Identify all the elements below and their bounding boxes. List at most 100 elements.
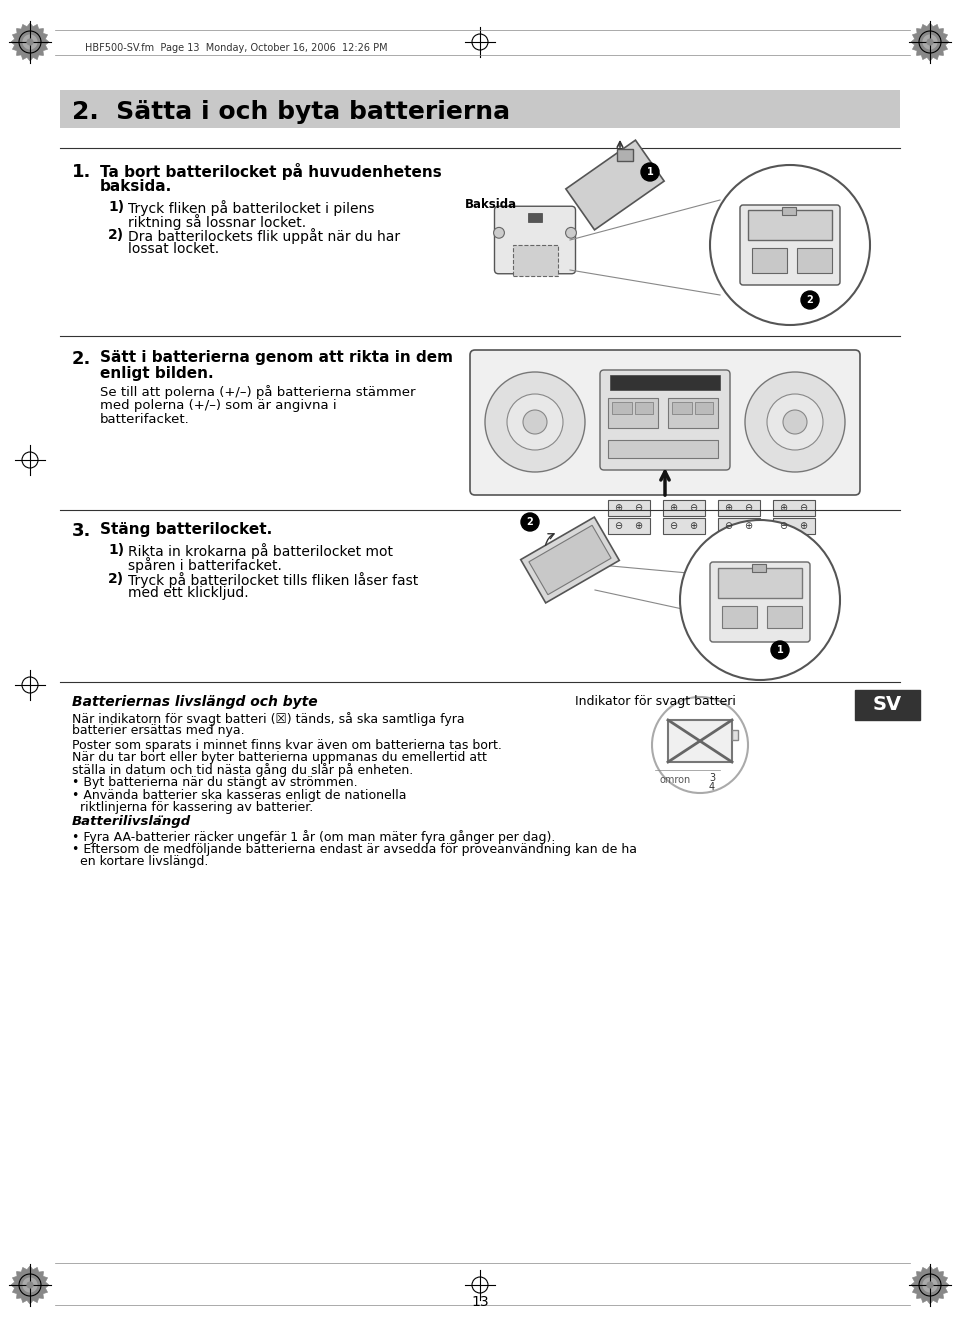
Bar [608, 398, 658, 429]
Text: ⊕: ⊕ [779, 503, 787, 513]
FancyBboxPatch shape [494, 206, 575, 274]
Circle shape [523, 410, 547, 434]
Text: ⊖: ⊖ [799, 503, 807, 513]
Bar [773, 519, 815, 534]
Text: ⊕: ⊕ [634, 521, 642, 531]
Text: 4: 4 [708, 782, 715, 792]
Circle shape [801, 291, 819, 310]
Circle shape [922, 1277, 938, 1293]
Polygon shape [911, 1266, 949, 1304]
Text: SV: SV [873, 696, 901, 714]
Text: 2: 2 [527, 517, 534, 527]
Text: 2.: 2. [72, 351, 91, 368]
Text: med polerna (+/–) som är angivna i: med polerna (+/–) som är angivna i [100, 400, 337, 411]
Circle shape [485, 372, 585, 472]
Text: 1): 1) [108, 200, 124, 214]
Text: Se till att polerna (+/–) på batterierna stämmer: Se till att polerna (+/–) på batterierna… [100, 385, 416, 400]
Circle shape [22, 34, 38, 50]
Text: spåren i batterifacket.: spåren i batterifacket. [128, 557, 282, 573]
Bar [718, 568, 802, 598]
Text: ⊖: ⊖ [634, 503, 642, 513]
FancyBboxPatch shape [470, 351, 860, 495]
Bar [635, 402, 653, 414]
Text: ⊖: ⊖ [744, 503, 752, 513]
Polygon shape [529, 525, 612, 595]
Text: ⊖: ⊖ [689, 503, 697, 513]
Circle shape [710, 165, 870, 325]
Text: Baksida: Baksida [465, 198, 517, 210]
Text: ⊕: ⊕ [724, 503, 732, 513]
FancyBboxPatch shape [710, 562, 810, 642]
Bar [668, 398, 718, 429]
Text: 2): 2) [108, 228, 124, 242]
Circle shape [565, 228, 576, 238]
Polygon shape [911, 22, 949, 61]
Text: 1: 1 [647, 167, 654, 177]
Circle shape [767, 394, 823, 450]
Circle shape [926, 1282, 933, 1289]
Text: 1: 1 [777, 646, 783, 655]
Circle shape [652, 697, 748, 792]
Text: riktning så lossnar locket.: riktning så lossnar locket. [128, 214, 306, 230]
Text: ⊕: ⊕ [669, 503, 677, 513]
Bar [608, 441, 718, 458]
Bar [608, 500, 650, 516]
Circle shape [507, 394, 563, 450]
Bar [767, 606, 802, 628]
Text: en kortare livslängd.: en kortare livslängd. [72, 855, 208, 868]
Bar [722, 606, 757, 628]
Text: 1): 1) [108, 542, 124, 557]
Text: • Fyra AA-batterier räcker ungefär 1 år (om man mäter fyra gånger per dag).: • Fyra AA-batterier räcker ungefär 1 år … [72, 830, 556, 844]
FancyBboxPatch shape [600, 370, 730, 470]
Bar [612, 402, 632, 414]
FancyBboxPatch shape [740, 205, 840, 284]
Text: ⊕: ⊕ [689, 521, 697, 531]
Text: 3.: 3. [72, 523, 91, 540]
Text: 2.  Sätta i och byta batterierna: 2. Sätta i och byta batterierna [72, 101, 510, 124]
Text: 3: 3 [708, 773, 715, 783]
Text: Tryck på batterilocket tills fliken låser fast: Tryck på batterilocket tills fliken låse… [128, 572, 419, 587]
Circle shape [22, 1277, 38, 1293]
Text: • Använda batterier ska kasseras enligt de nationella: • Använda batterier ska kasseras enligt … [72, 789, 406, 802]
Text: När du tar bort eller byter batterierna uppmanas du emellertid att: När du tar bort eller byter batterierna … [72, 751, 487, 763]
Circle shape [922, 34, 938, 50]
Bar [752, 247, 787, 273]
Text: ⊖: ⊖ [779, 521, 787, 531]
Bar [718, 519, 760, 534]
Text: Batteriernas livslängd och byte: Batteriernas livslängd och byte [72, 695, 318, 709]
Bar [748, 210, 832, 239]
Text: ⊕: ⊕ [744, 521, 752, 531]
Bar [513, 245, 558, 277]
Bar [732, 730, 738, 740]
Circle shape [926, 38, 933, 45]
Text: Stäng batterilocket.: Stäng batterilocket. [100, 523, 273, 537]
Circle shape [641, 163, 659, 181]
Bar [60, 90, 900, 128]
Polygon shape [11, 22, 49, 61]
Circle shape [27, 38, 34, 45]
Text: Poster som sparats i minnet finns kvar även om batterierna tas bort.: Poster som sparats i minnet finns kvar ä… [72, 740, 502, 751]
Bar [617, 149, 633, 161]
Bar [797, 247, 832, 273]
Circle shape [680, 520, 840, 680]
Text: batterier ersättas med nya.: batterier ersättas med nya. [72, 724, 245, 737]
Bar [855, 691, 920, 720]
Bar [663, 500, 705, 516]
Text: ⊖: ⊖ [669, 521, 677, 531]
Text: 13: 13 [471, 1295, 489, 1308]
Bar [773, 500, 815, 516]
Bar [663, 519, 705, 534]
Text: ⊖: ⊖ [724, 521, 732, 531]
Text: ⊕: ⊕ [799, 521, 807, 531]
Polygon shape [565, 140, 664, 230]
Text: omron: omron [660, 775, 691, 785]
Bar [672, 402, 692, 414]
Text: ställa in datum och tid nästa gång du slår på enheten.: ställa in datum och tid nästa gång du sl… [72, 763, 413, 777]
Circle shape [771, 642, 789, 659]
Text: baksida.: baksida. [100, 179, 172, 194]
Text: riktlinjerna för kassering av batterier.: riktlinjerna för kassering av batterier. [72, 800, 313, 814]
Polygon shape [11, 1266, 49, 1304]
Circle shape [783, 410, 807, 434]
Text: Dra batterilockets flik uppåt när du har: Dra batterilockets flik uppåt när du har [128, 228, 400, 243]
Text: med ett klickljud.: med ett klickljud. [128, 586, 249, 601]
